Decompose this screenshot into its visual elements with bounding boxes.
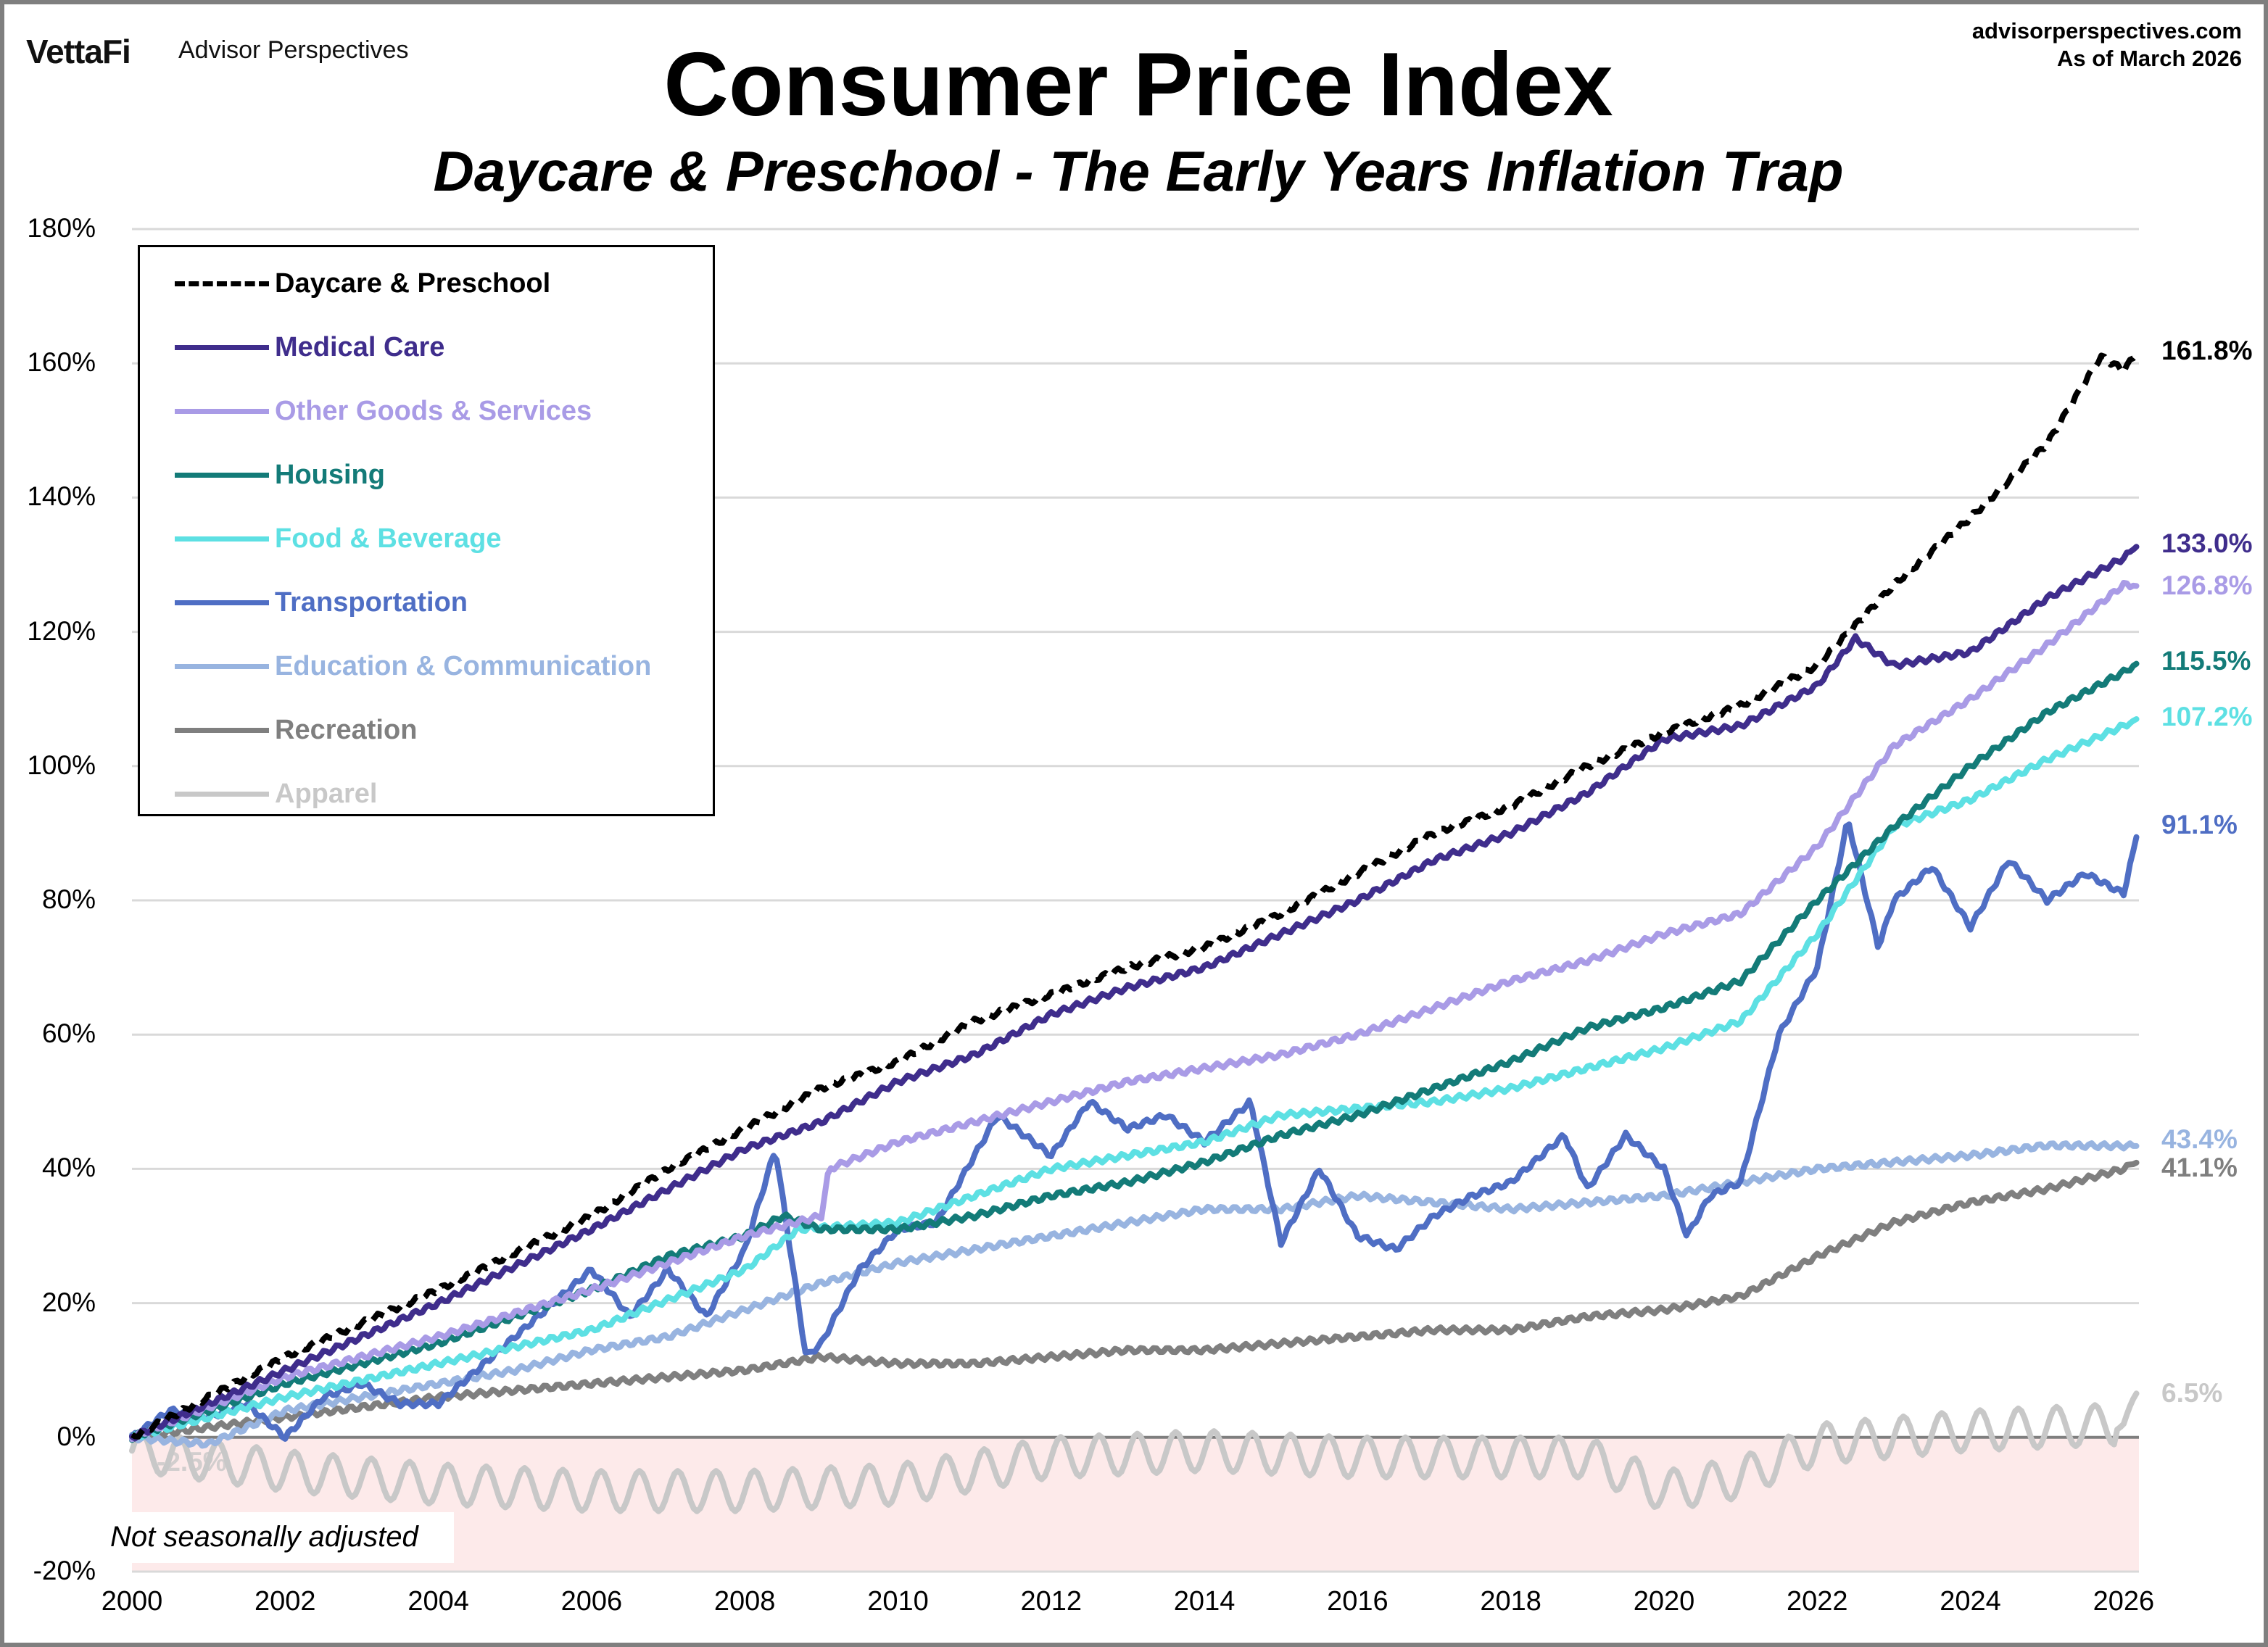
end-value-label: 126.8% — [2161, 570, 2253, 600]
series-line-apparel — [129, 1390, 2140, 1514]
end-value-label: 115.5% — [2161, 646, 2251, 676]
x-tick-label: 2020 — [1633, 1586, 1695, 1617]
legend-swatch — [175, 408, 269, 414]
site-url: advisorperspectives.com — [1971, 18, 2242, 43]
x-tick-label: 2010 — [867, 1586, 929, 1617]
x-tick-label: 2000 — [101, 1586, 163, 1617]
legend-item: Medical Care — [175, 325, 444, 369]
chart-title: Consumer Price Index — [663, 35, 1613, 135]
end-value-label: 133.0% — [2161, 528, 2253, 559]
y-tick-label: 0% — [57, 1421, 96, 1451]
series-line-medical-care — [129, 544, 2140, 1442]
end-value-label: 161.8% — [2161, 335, 2253, 365]
legend-item: Education & Communication — [175, 644, 651, 688]
end-value-label: 6.5% — [2161, 1377, 2223, 1408]
x-tick-label: 2018 — [1480, 1586, 1541, 1617]
x-tick-label: 2024 — [1940, 1586, 2001, 1617]
legend-item: Housing — [175, 453, 385, 497]
legend-label: Transportation — [275, 586, 468, 618]
as-of-date: As of March 2026 — [2057, 46, 2242, 71]
legend-item: Daycare & Preschool — [175, 262, 550, 305]
y-tick-label: 60% — [41, 1019, 96, 1049]
legend-item: Recreation — [175, 708, 417, 752]
legend-swatch — [175, 344, 269, 350]
series-line-food-beverage — [129, 716, 2140, 1442]
x-tick-label: 2026 — [2093, 1586, 2155, 1617]
end-value-label: 43.4% — [2161, 1124, 2238, 1154]
legend-item: Other Goods & Services — [175, 389, 592, 433]
y-tick-label: 120% — [27, 615, 96, 646]
end-value-label: 107.2% — [2161, 702, 2253, 732]
legend-label: Daycare & Preschool — [275, 267, 551, 299]
y-tick-label: 80% — [41, 884, 96, 914]
x-tick-label: 2004 — [407, 1586, 469, 1617]
series-line-transportation — [129, 821, 2140, 1442]
legend-label: Food & Beverage — [275, 523, 502, 554]
y-tick-label: 160% — [27, 347, 96, 378]
series-line-recreation — [129, 1159, 2140, 1443]
y-tick-label: -20% — [33, 1556, 96, 1585]
y-tick-label: 40% — [41, 1153, 96, 1183]
source-info: advisorperspectives.com As of March 2026 — [1972, 17, 2242, 72]
legend-label: Apparel — [275, 778, 378, 809]
x-tick-label: 2014 — [1173, 1586, 1236, 1617]
y-tick-label: 100% — [27, 750, 96, 780]
x-tick-label: 2016 — [1327, 1586, 1388, 1617]
legend-swatch — [175, 791, 269, 797]
note-text: Not seasonally adjusted — [110, 1521, 418, 1553]
legend-swatch — [175, 663, 269, 669]
legend-swatch — [175, 536, 269, 542]
legend-swatch — [175, 472, 269, 478]
end-value-label: 41.1% — [2161, 1153, 2238, 1183]
legend-label: Education & Communication — [275, 650, 652, 681]
series-line-housing — [129, 660, 2140, 1443]
y-tick-label: 140% — [27, 481, 96, 512]
legend-swatch — [175, 600, 269, 605]
legend-item: Food & Beverage — [175, 517, 502, 560]
chart-subtitle: Daycare & Preschool - The Early Years In… — [433, 139, 1844, 203]
legend-item: Apparel — [175, 772, 377, 816]
x-tick-label: 2008 — [713, 1586, 776, 1617]
x-tick-label: 2002 — [254, 1586, 316, 1617]
legend-label: Recreation — [275, 714, 418, 745]
legend-swatch — [175, 281, 269, 286]
legend-item: Transportation — [175, 581, 468, 624]
plot-area — [129, 228, 2140, 1573]
series-line-daycare-preschool — [131, 352, 2139, 1440]
brand-name: Advisor Perspectives — [178, 36, 409, 64]
legend-label: Housing — [275, 459, 385, 490]
legend-label: Medical Care — [275, 331, 445, 362]
note-box: Not seasonally adjusted — [110, 1512, 454, 1563]
legend-swatch — [175, 727, 269, 733]
y-tick-label: 180% — [27, 213, 96, 243]
vettafi-logo: VettaFi — [26, 33, 131, 70]
start-value-label: -2.5% — [157, 1446, 227, 1477]
series-line-other-goods-services — [129, 580, 2140, 1443]
end-value-label: 91.1% — [2161, 810, 2238, 840]
x-tick-label: 2022 — [1786, 1586, 1848, 1617]
legend: Daycare & Preschool Medical Care Other Goo… — [138, 245, 715, 816]
y-tick-label: 20% — [41, 1287, 96, 1317]
legend-label: Other Goods & Services — [275, 395, 592, 426]
x-tick-label: 2012 — [1020, 1586, 1083, 1617]
x-tick-label: 2006 — [560, 1586, 623, 1617]
